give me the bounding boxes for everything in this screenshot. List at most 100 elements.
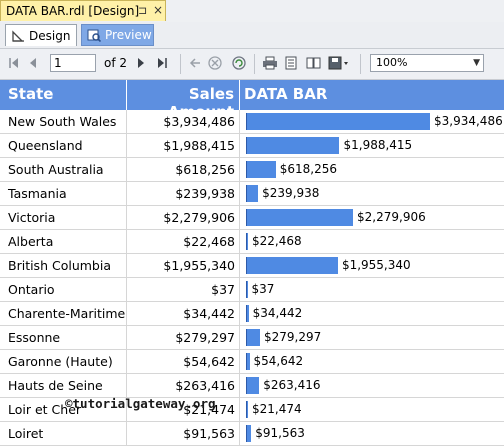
state-cell: New South Wales <box>0 110 127 134</box>
bar-axis <box>246 209 247 226</box>
sales-amount-cell: $3,934,486 <box>127 110 240 134</box>
bar-axis <box>246 401 247 418</box>
table-row: Charente-Maritime $34,442 $34,442 <box>0 302 504 326</box>
table-row: Essonne $279,297 $279,297 <box>0 326 504 350</box>
data-bar <box>247 185 259 202</box>
view-tabs: Design Preview <box>0 22 504 49</box>
page-number-input[interactable] <box>50 54 96 72</box>
bar-axis <box>246 257 247 274</box>
data-bar-cell: $91,563 <box>240 422 504 446</box>
export-icon[interactable] <box>328 56 350 74</box>
bar-axis <box>246 185 247 202</box>
sales-amount-cell: $239,938 <box>127 182 240 206</box>
data-bar-cell: $2,279,906 <box>240 206 504 230</box>
sales-amount-cell: $2,279,906 <box>127 206 240 230</box>
table-row: Loiret $91,563 $91,563 <box>0 422 504 446</box>
report-toolbar: of 2 100% ▼ <box>0 49 504 80</box>
data-bar-cell: $279,297 <box>240 326 504 350</box>
state-cell: South Australia <box>0 158 127 182</box>
report-body: State Sales Amount DATA BAR New South Wa… <box>0 80 504 447</box>
document-tab[interactable]: DATA BAR.rdl [Design] ⊐ × <box>0 0 166 21</box>
data-bar <box>247 329 260 346</box>
last-page-icon[interactable] <box>156 56 168 74</box>
data-bar-label: $1,955,340 <box>341 258 411 272</box>
data-bar <box>247 209 354 226</box>
toolbar-separator <box>360 54 361 74</box>
data-bar <box>247 425 252 442</box>
sales-amount-cell: $22,468 <box>127 230 240 254</box>
document-tab-title: DATA BAR.rdl [Design] <box>6 4 140 18</box>
table-row: Queensland $1,988,415 $1,988,415 <box>0 134 504 158</box>
preview-icon <box>87 28 102 43</box>
page-setup-icon[interactable] <box>306 56 322 74</box>
zoom-select[interactable]: 100% ▼ <box>370 54 484 72</box>
page-count: of 2 <box>104 56 128 70</box>
bar-axis <box>246 425 247 442</box>
table-row: Ontario $37 $37 <box>0 278 504 302</box>
sales-amount-cell: $34,442 <box>127 302 240 326</box>
data-bar <box>247 281 248 298</box>
table-row: Victoria $2,279,906 $2,279,906 <box>0 206 504 230</box>
data-bar <box>247 257 338 274</box>
data-bar <box>247 353 250 370</box>
bar-axis <box>246 329 247 346</box>
bar-axis <box>246 353 247 370</box>
stop-icon[interactable] <box>208 56 222 74</box>
close-icon[interactable]: × <box>153 3 164 17</box>
data-bar-cell: $37 <box>240 278 504 302</box>
data-bar <box>247 113 430 130</box>
data-bar <box>247 401 248 418</box>
table-row: Hauts de Seine $263,416 $263,416 <box>0 374 504 398</box>
tab-preview[interactable]: Preview <box>81 24 154 46</box>
header-data-bar: DATA BAR <box>240 80 504 110</box>
data-bar <box>247 233 249 250</box>
data-bar-cell: $54,642 <box>240 350 504 374</box>
data-bar-label: $21,474 <box>251 402 302 416</box>
bar-axis <box>246 161 247 178</box>
bar-axis <box>246 305 247 322</box>
data-bar-label: $618,256 <box>279 162 338 176</box>
state-cell: Loiret <box>0 422 127 446</box>
data-bar-label: $263,416 <box>263 378 321 392</box>
data-bar-label: $34,442 <box>252 306 303 320</box>
state-cell: British Columbia <box>0 254 127 278</box>
state-cell: Victoria <box>0 206 127 230</box>
tab-preview-label: Preview <box>105 28 152 42</box>
watermark: ©tutorialgateway.org <box>65 396 216 411</box>
refresh-icon[interactable] <box>232 56 246 74</box>
state-cell: Alberta <box>0 230 127 254</box>
data-bar-label: $3,934,486 <box>434 114 503 128</box>
data-bar-label: $2,279,906 <box>357 210 426 224</box>
data-bar-label: $239,938 <box>262 186 320 200</box>
data-bar-cell: $21,474 <box>240 398 504 422</box>
state-cell: Charente-Maritime <box>0 302 127 326</box>
sales-amount-cell: $1,988,415 <box>127 134 240 158</box>
table-row: New South Wales $3,934,486 $3,934,486 <box>0 110 504 134</box>
pin-icon[interactable]: ⊐ <box>138 4 148 17</box>
previous-page-icon[interactable] <box>28 56 38 74</box>
sales-amount-cell: $263,416 <box>127 374 240 398</box>
bar-axis <box>246 137 247 154</box>
data-bar <box>247 137 340 154</box>
chevron-down-icon: ▼ <box>473 58 480 68</box>
toolbar-separator <box>254 54 255 74</box>
first-page-icon[interactable] <box>8 56 20 74</box>
state-cell: Tasmania <box>0 182 127 206</box>
table-row: Tasmania $239,938 $239,938 <box>0 182 504 206</box>
table-row: Garonne (Haute) $54,642 $54,642 <box>0 350 504 374</box>
print-icon[interactable] <box>262 56 278 74</box>
header-sales-amount: Sales Amount <box>127 80 240 121</box>
next-page-icon[interactable] <box>136 56 146 74</box>
print-layout-icon[interactable] <box>284 56 298 74</box>
data-bar-label: $22,468 <box>252 234 302 248</box>
bar-axis <box>246 113 247 130</box>
data-bar <box>247 161 276 178</box>
table-row: Loir et Cher $21,474 $21,474 <box>0 398 504 422</box>
sales-amount-cell: $21,474 <box>127 398 240 422</box>
data-bar-cell: $22,468 <box>240 230 504 254</box>
data-bar-label: $91,563 <box>255 426 305 440</box>
back-icon[interactable] <box>188 56 202 74</box>
data-bar-cell: $618,256 <box>240 158 504 182</box>
tab-design[interactable]: Design <box>5 24 77 46</box>
tab-design-label: Design <box>29 28 71 43</box>
